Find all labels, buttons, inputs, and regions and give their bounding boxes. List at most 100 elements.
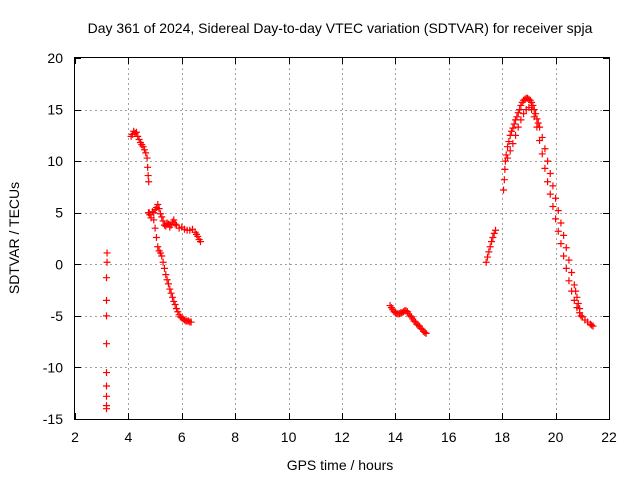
series-sat-b [127,127,153,217]
y-tick-label: 10 [47,153,63,169]
data-point [144,163,152,171]
data-point [150,216,158,224]
data-point [541,164,549,172]
data-point [156,249,164,257]
data-point [103,405,111,413]
data-point [554,207,562,215]
data-point [164,280,172,288]
x-tick-label: 14 [388,429,404,445]
axis-ticks [75,58,610,420]
data-point [103,392,111,400]
data-point [139,143,147,151]
data-point [132,128,140,136]
data-point [486,243,494,251]
data-point [517,101,525,109]
data-point [530,113,538,121]
x-tick-label: 8 [231,429,239,445]
data-points [103,94,597,413]
data-point [172,305,180,313]
data-point [103,258,111,266]
data-point [502,151,510,159]
data-point [166,285,174,293]
series-sat-f [482,226,500,266]
data-point [154,243,162,251]
data-point [573,304,581,312]
data-point [512,131,520,139]
data-point [156,210,164,218]
x-axis-label: GPS time / hours [287,457,394,473]
data-point [422,329,430,337]
y-tick-labels: -15 -10 -5 0 5 10 15 20 [43,50,63,427]
data-point [505,138,513,146]
data-point [504,154,512,162]
plot-frame [74,57,610,420]
x-tick-label: 16 [441,429,457,445]
data-point [196,238,204,246]
data-point [187,318,195,326]
data-point [534,119,542,127]
data-point [163,276,171,284]
data-point [557,219,565,227]
x-tick-labels: 2 4 6 8 10 12 14 16 18 20 22 [71,429,617,445]
data-point [552,194,560,202]
data-point [574,299,582,307]
data-point [103,296,111,304]
data-point [170,216,178,224]
data-point [538,150,546,158]
data-point [490,229,498,237]
data-point [532,110,540,118]
y-axis-label: SDTVAR / TECUs [6,182,22,294]
data-point [544,178,552,186]
data-point [158,213,166,221]
series-sat-d [150,216,195,326]
data-point [570,296,578,304]
data-point [144,172,152,180]
data-point [135,135,143,143]
data-point [589,322,597,330]
data-point [103,274,111,282]
data-point [492,226,500,234]
x-tick-label: 20 [548,429,564,445]
data-point [160,264,168,272]
data-point [103,369,111,377]
data-point [557,240,565,248]
data-point [506,147,514,155]
data-point [514,123,522,131]
data-point [509,140,517,148]
series-sat-h [504,104,597,330]
data-point [546,190,554,198]
data-point [155,205,163,213]
y-tick-label: 15 [47,102,63,118]
data-point [142,149,150,157]
data-point [568,269,576,277]
data-point [562,264,570,272]
data-point [103,382,111,390]
data-point [577,312,585,320]
y-tick-label: 20 [47,50,63,66]
data-point [167,289,175,297]
data-point [134,132,142,140]
data-point [501,165,509,173]
data-point [154,200,162,208]
data-point [158,252,166,260]
series-sat-g [500,94,585,320]
data-point [159,258,167,266]
data-point [162,271,170,279]
x-tick-label: 18 [494,429,510,445]
data-point [513,113,521,121]
data-point [171,301,179,309]
data-point [554,227,562,235]
data-point [549,182,557,190]
y-tick-label: -5 [51,308,64,324]
data-point [103,249,111,257]
grid-lines [75,58,609,419]
data-point [552,215,560,223]
data-point [565,277,573,285]
data-point [528,106,536,114]
data-point [546,170,554,178]
data-point [560,252,568,260]
data-point [588,321,596,329]
data-point [520,110,528,118]
data-point [517,116,525,124]
x-tick-label: 22 [601,429,617,445]
